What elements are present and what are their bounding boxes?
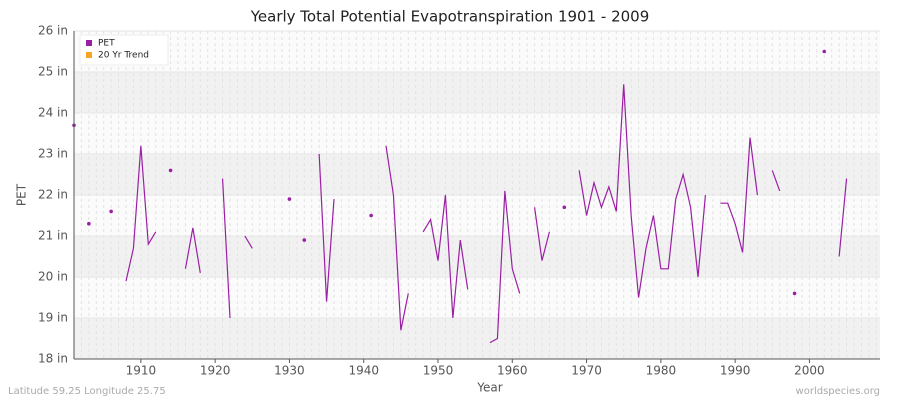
- data-point: [87, 221, 91, 226]
- data-line: [385, 145, 409, 331]
- chart-title: Yearly Total Potential Evapotranspiratio…: [250, 8, 650, 26]
- x-tick-label: 2000: [794, 364, 825, 378]
- data-point: [822, 49, 827, 54]
- data-point: [562, 205, 567, 210]
- data-line: [489, 190, 521, 344]
- data-line: [771, 170, 781, 192]
- data-line: [221, 178, 231, 319]
- legend-label: 20 Yr Trend: [98, 51, 149, 61]
- data-point: [109, 209, 113, 214]
- y-tick-label: 19 in: [38, 311, 68, 325]
- data-line: [125, 145, 157, 282]
- y-tick-label: 26 in: [38, 24, 68, 38]
- data-line: [244, 235, 253, 249]
- y-tick-label: 23 in: [38, 147, 68, 161]
- grid-band: [74, 236, 880, 277]
- data-point: [168, 168, 173, 173]
- data-line: [838, 178, 848, 257]
- x-tick-label: 1970: [571, 364, 602, 378]
- y-tick-label: 20 in: [38, 270, 68, 284]
- data-line: [318, 153, 335, 302]
- x-tick-label: 1960: [497, 364, 528, 378]
- x-tick-label: 1950: [423, 364, 454, 378]
- x-tick-label: 1920: [200, 364, 231, 378]
- grid-band: [74, 318, 880, 359]
- x-axis-label: Year: [476, 381, 502, 395]
- x-tick-label: 1980: [646, 364, 677, 378]
- data-point: [369, 213, 373, 218]
- data-line: [578, 84, 707, 298]
- data-point: [287, 197, 292, 201]
- grid-band: [74, 72, 880, 113]
- legend: PET 20 Yr Trend: [79, 34, 169, 66]
- y-tick-label: 25 in: [38, 65, 68, 79]
- x-tick-label: 1990: [720, 364, 751, 378]
- legend-swatch: [86, 52, 92, 58]
- legend-label: PET: [98, 39, 115, 49]
- legend-swatch: [86, 40, 92, 46]
- data-point: [302, 238, 307, 242]
- footer-right: worldspecies.org: [796, 386, 880, 397]
- data-line: [184, 227, 201, 273]
- x-tick-label: 1940: [348, 364, 379, 378]
- footer-left: Latitude 59.25 Longitude 25.75: [8, 386, 166, 397]
- plot-area: [72, 30, 880, 360]
- data-line: [533, 207, 551, 261]
- grid-band: [74, 154, 880, 195]
- y-axis-label: PET: [15, 183, 29, 206]
- data-line: [422, 194, 469, 319]
- data-point: [792, 291, 797, 296]
- y-tick-label: 24 in: [38, 106, 68, 120]
- y-tick-label: 22 in: [38, 188, 68, 202]
- data-line: [720, 137, 759, 253]
- x-tick-label: 1930: [274, 364, 305, 378]
- legend-box: [79, 34, 169, 66]
- y-tick-label: 21 in: [38, 229, 68, 243]
- y-tick-label: 18 in: [38, 352, 68, 366]
- x-tick-label: 1910: [126, 364, 157, 378]
